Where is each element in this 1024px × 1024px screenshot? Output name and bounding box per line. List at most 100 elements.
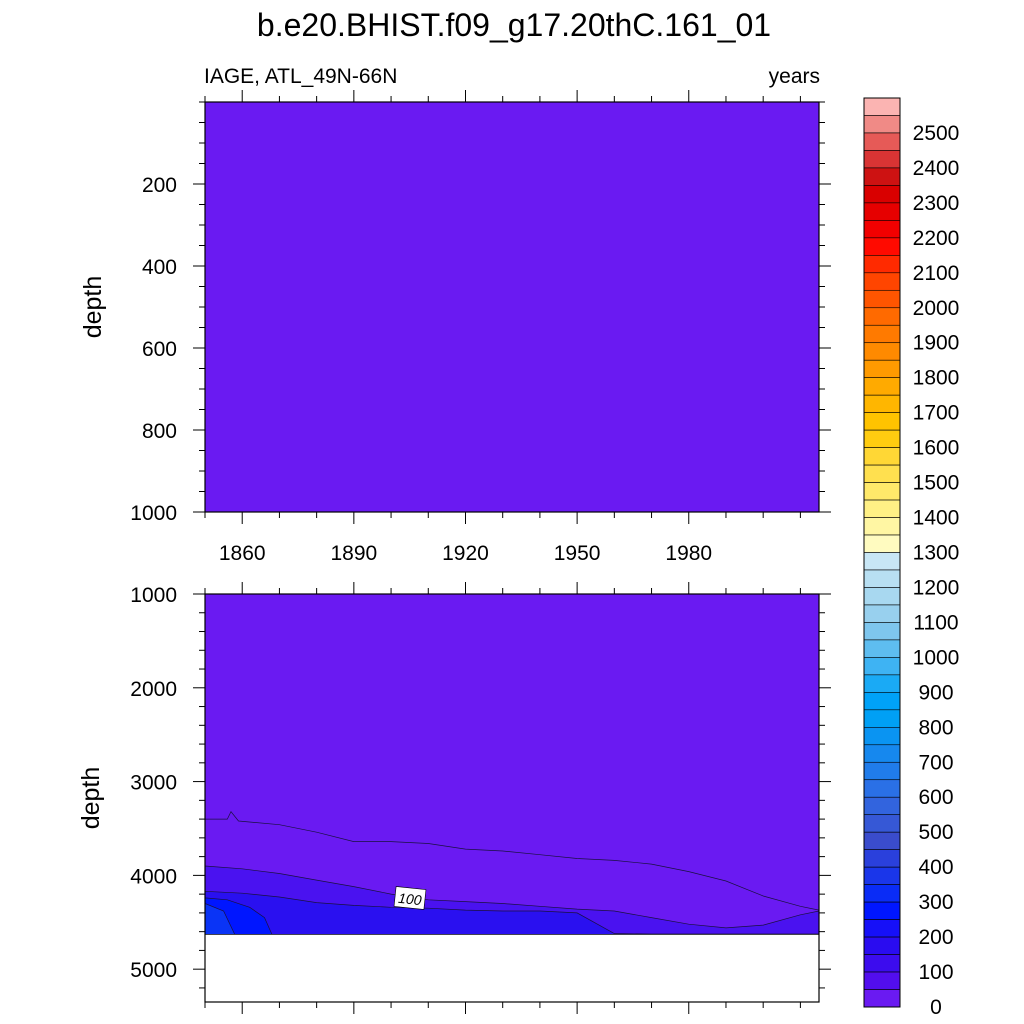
upper-left-label: IAGE, ATL_49N-66N [204,65,397,88]
contour-label-100-text: 100 [397,890,422,908]
colorbar-swatch [863,324,901,344]
colorbar-label: 2500 [913,122,960,145]
colorbar-swatch [863,132,901,151]
colorbar-swatch [863,115,901,134]
x-tick-label: 1980 [665,542,712,565]
colorbar-swatch [863,482,901,501]
y-tick-label: 800 [142,420,177,443]
colorbar-label: 900 [918,681,953,704]
upper-ylabel: depth [79,276,107,339]
colorbar-swatch [863,237,901,256]
colorbar-swatch [863,779,901,798]
colorbar-swatch [863,761,901,781]
colorbar-label: 1900 [913,332,960,355]
colorbar-label: 1000 [913,646,960,669]
y-tick-label: 3000 [130,772,177,795]
colorbar-swatch [863,849,901,868]
lower-contour-fills [205,594,819,1002]
colorbar-swatch [863,727,901,746]
colorbar-swatch [863,657,901,676]
colorbar-swatch [863,796,901,816]
colorbar-swatch [863,202,901,221]
colorbar-swatch [863,587,901,606]
lower-plot-frame [204,593,820,1003]
colorbar-swatch [863,919,901,938]
colorbar-swatch [863,412,901,431]
x-tick-label: 1860 [219,542,266,565]
colorbar-label: 300 [918,891,953,914]
colorbar-label: 2200 [913,227,960,250]
colorbar-label: 1500 [913,472,960,495]
colorbar-label: 500 [918,821,953,844]
colorbar-swatch [863,167,901,186]
colorbar-swatch [863,692,901,711]
y-tick-label: 1000 [130,502,177,525]
colorbar-label: 1600 [913,437,960,460]
colorbar-label: 200 [918,926,953,949]
colorbar-swatch [863,744,901,763]
colorbar: 2500240023002200210020001900180017001600… [863,97,960,1019]
colorbar-swatch [863,447,901,466]
colorbar-swatch [863,971,901,990]
colorbar-label: 1400 [913,507,960,530]
colorbar-label: 1200 [913,576,960,599]
x-tick-label: 1950 [554,542,601,565]
colorbar-label: 400 [918,856,953,879]
colorbar-swatch [863,359,901,378]
colorbar-swatch [863,307,901,326]
colorbar-swatch [863,552,901,571]
upper-panel: IAGE, ATL_49N-66N years 1860 1890 1920 1950… [79,65,831,565]
y-tick-label: 4000 [130,865,177,888]
x-tick-label: 1890 [330,542,377,565]
colorbar-swatch [863,814,901,833]
colorbar-swatch [863,97,901,116]
contour-fill-level-200 [205,890,819,935]
colorbar-label: 1100 [913,611,958,634]
colorbar-label: 800 [918,716,953,739]
lower-ylabel: depth [77,767,105,830]
colorbar-swatch [863,622,901,641]
colorbar-label: 0 [930,996,942,1019]
colorbar-swatch [863,377,901,396]
y-tick-label: 400 [142,256,177,279]
contour-label-100: 100 [393,886,427,910]
upper-right-label: years [769,65,820,88]
colorbar-swatch [863,884,901,903]
colorbar-label: 600 [918,786,953,809]
colorbar-swatch [863,989,901,1008]
colorbar-swatch [863,220,901,239]
colorbar-swatch [863,394,901,413]
y-tick-label: 1000 [130,584,177,607]
colorbar-swatch [863,674,901,693]
colorbar-swatch [863,866,901,885]
lower-panel: 1000 2000 3000 4000 5000 depth 100 [77,582,831,1014]
colorbar-swatch [863,604,901,623]
upper-plot-fill [205,102,819,512]
colorbar-swatch [863,534,901,553]
colorbar-swatch [863,639,901,658]
colorbar-swatch [863,289,901,309]
y-tick-label: 200 [142,174,177,197]
colorbar-label: 100 [918,961,953,984]
y-tick-label: 2000 [130,678,177,701]
colorbar-swatch [863,255,901,274]
colorbar-swatch [863,936,901,955]
colorbar-swatch [863,429,901,448]
colorbar-label: 1700 [913,402,960,425]
colorbar-swatch [863,150,901,169]
colorbar-swatch [863,517,901,536]
colorbar-label: 2300 [913,192,960,215]
y-tick-label: 5000 [130,959,177,982]
colorbar-swatch [863,272,901,291]
y-tick-label: 600 [142,338,177,361]
colorbar-swatch [863,954,901,973]
colorbar-label: 2400 [913,157,960,180]
colorbar-label: 1800 [913,367,960,390]
colorbar-swatch [863,185,901,204]
colorbar-swatch [863,901,901,920]
colorbar-swatch [863,464,901,483]
lower-axis-ticks: 1000 2000 3000 4000 5000 [130,582,831,1014]
colorbar-label: 2000 [913,297,960,320]
colorbar-label: 1300 [913,542,960,565]
